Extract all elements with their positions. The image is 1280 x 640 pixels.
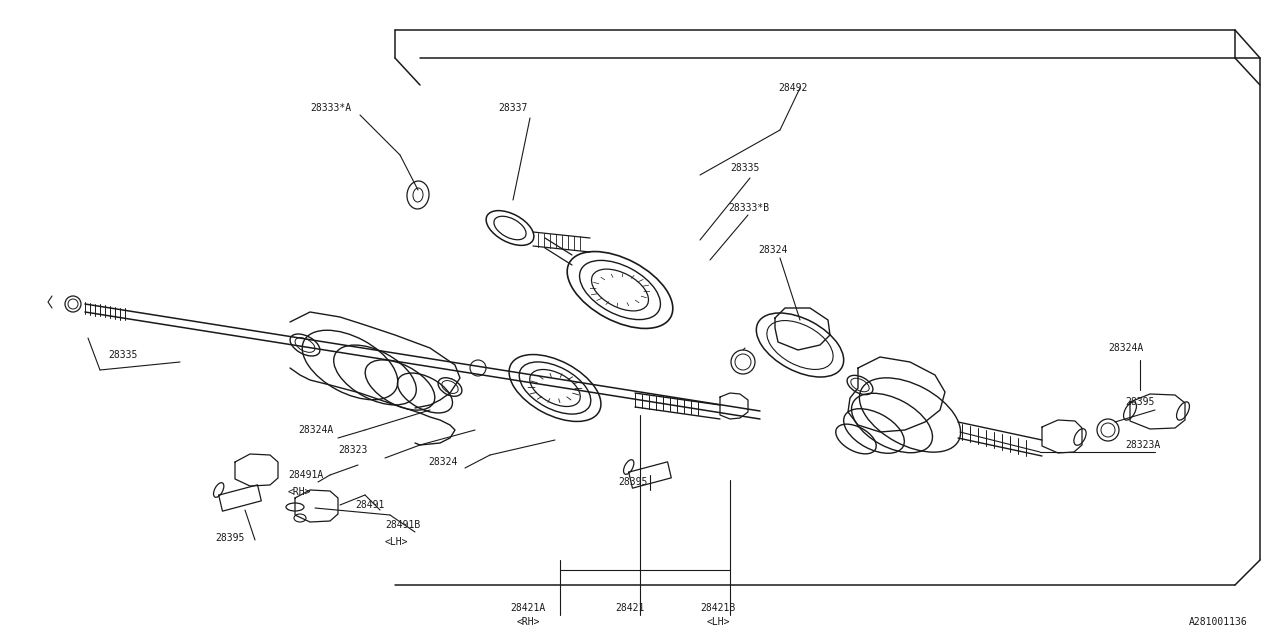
Text: <RH>: <RH>: [516, 617, 540, 627]
Text: 28337: 28337: [498, 103, 527, 113]
Text: 28324: 28324: [758, 245, 787, 255]
Text: 28333*A: 28333*A: [310, 103, 351, 113]
Text: <LH>: <LH>: [385, 537, 408, 547]
Text: 28492: 28492: [778, 83, 808, 93]
Text: 28395: 28395: [1125, 397, 1155, 407]
Text: 28395: 28395: [215, 533, 244, 543]
Text: A281001136: A281001136: [1189, 617, 1248, 627]
Text: 28491B: 28491B: [385, 520, 420, 530]
Text: 28323: 28323: [338, 445, 367, 455]
Text: <LH>: <LH>: [707, 617, 730, 627]
Text: 28421: 28421: [616, 603, 645, 613]
Text: 28491A: 28491A: [288, 470, 324, 480]
Text: 28324A: 28324A: [298, 425, 333, 435]
Text: 28421B: 28421B: [700, 603, 736, 613]
Text: <RH>: <RH>: [288, 487, 311, 497]
Text: 28333*B: 28333*B: [728, 203, 769, 213]
Text: 28324A: 28324A: [1108, 343, 1143, 353]
Text: 28421A: 28421A: [511, 603, 545, 613]
Text: 28335: 28335: [108, 350, 137, 360]
Text: 28491: 28491: [355, 500, 384, 510]
Text: 28324: 28324: [428, 457, 457, 467]
Text: 28335: 28335: [730, 163, 759, 173]
Text: 28395: 28395: [618, 477, 648, 487]
Text: 28323A: 28323A: [1125, 440, 1160, 450]
